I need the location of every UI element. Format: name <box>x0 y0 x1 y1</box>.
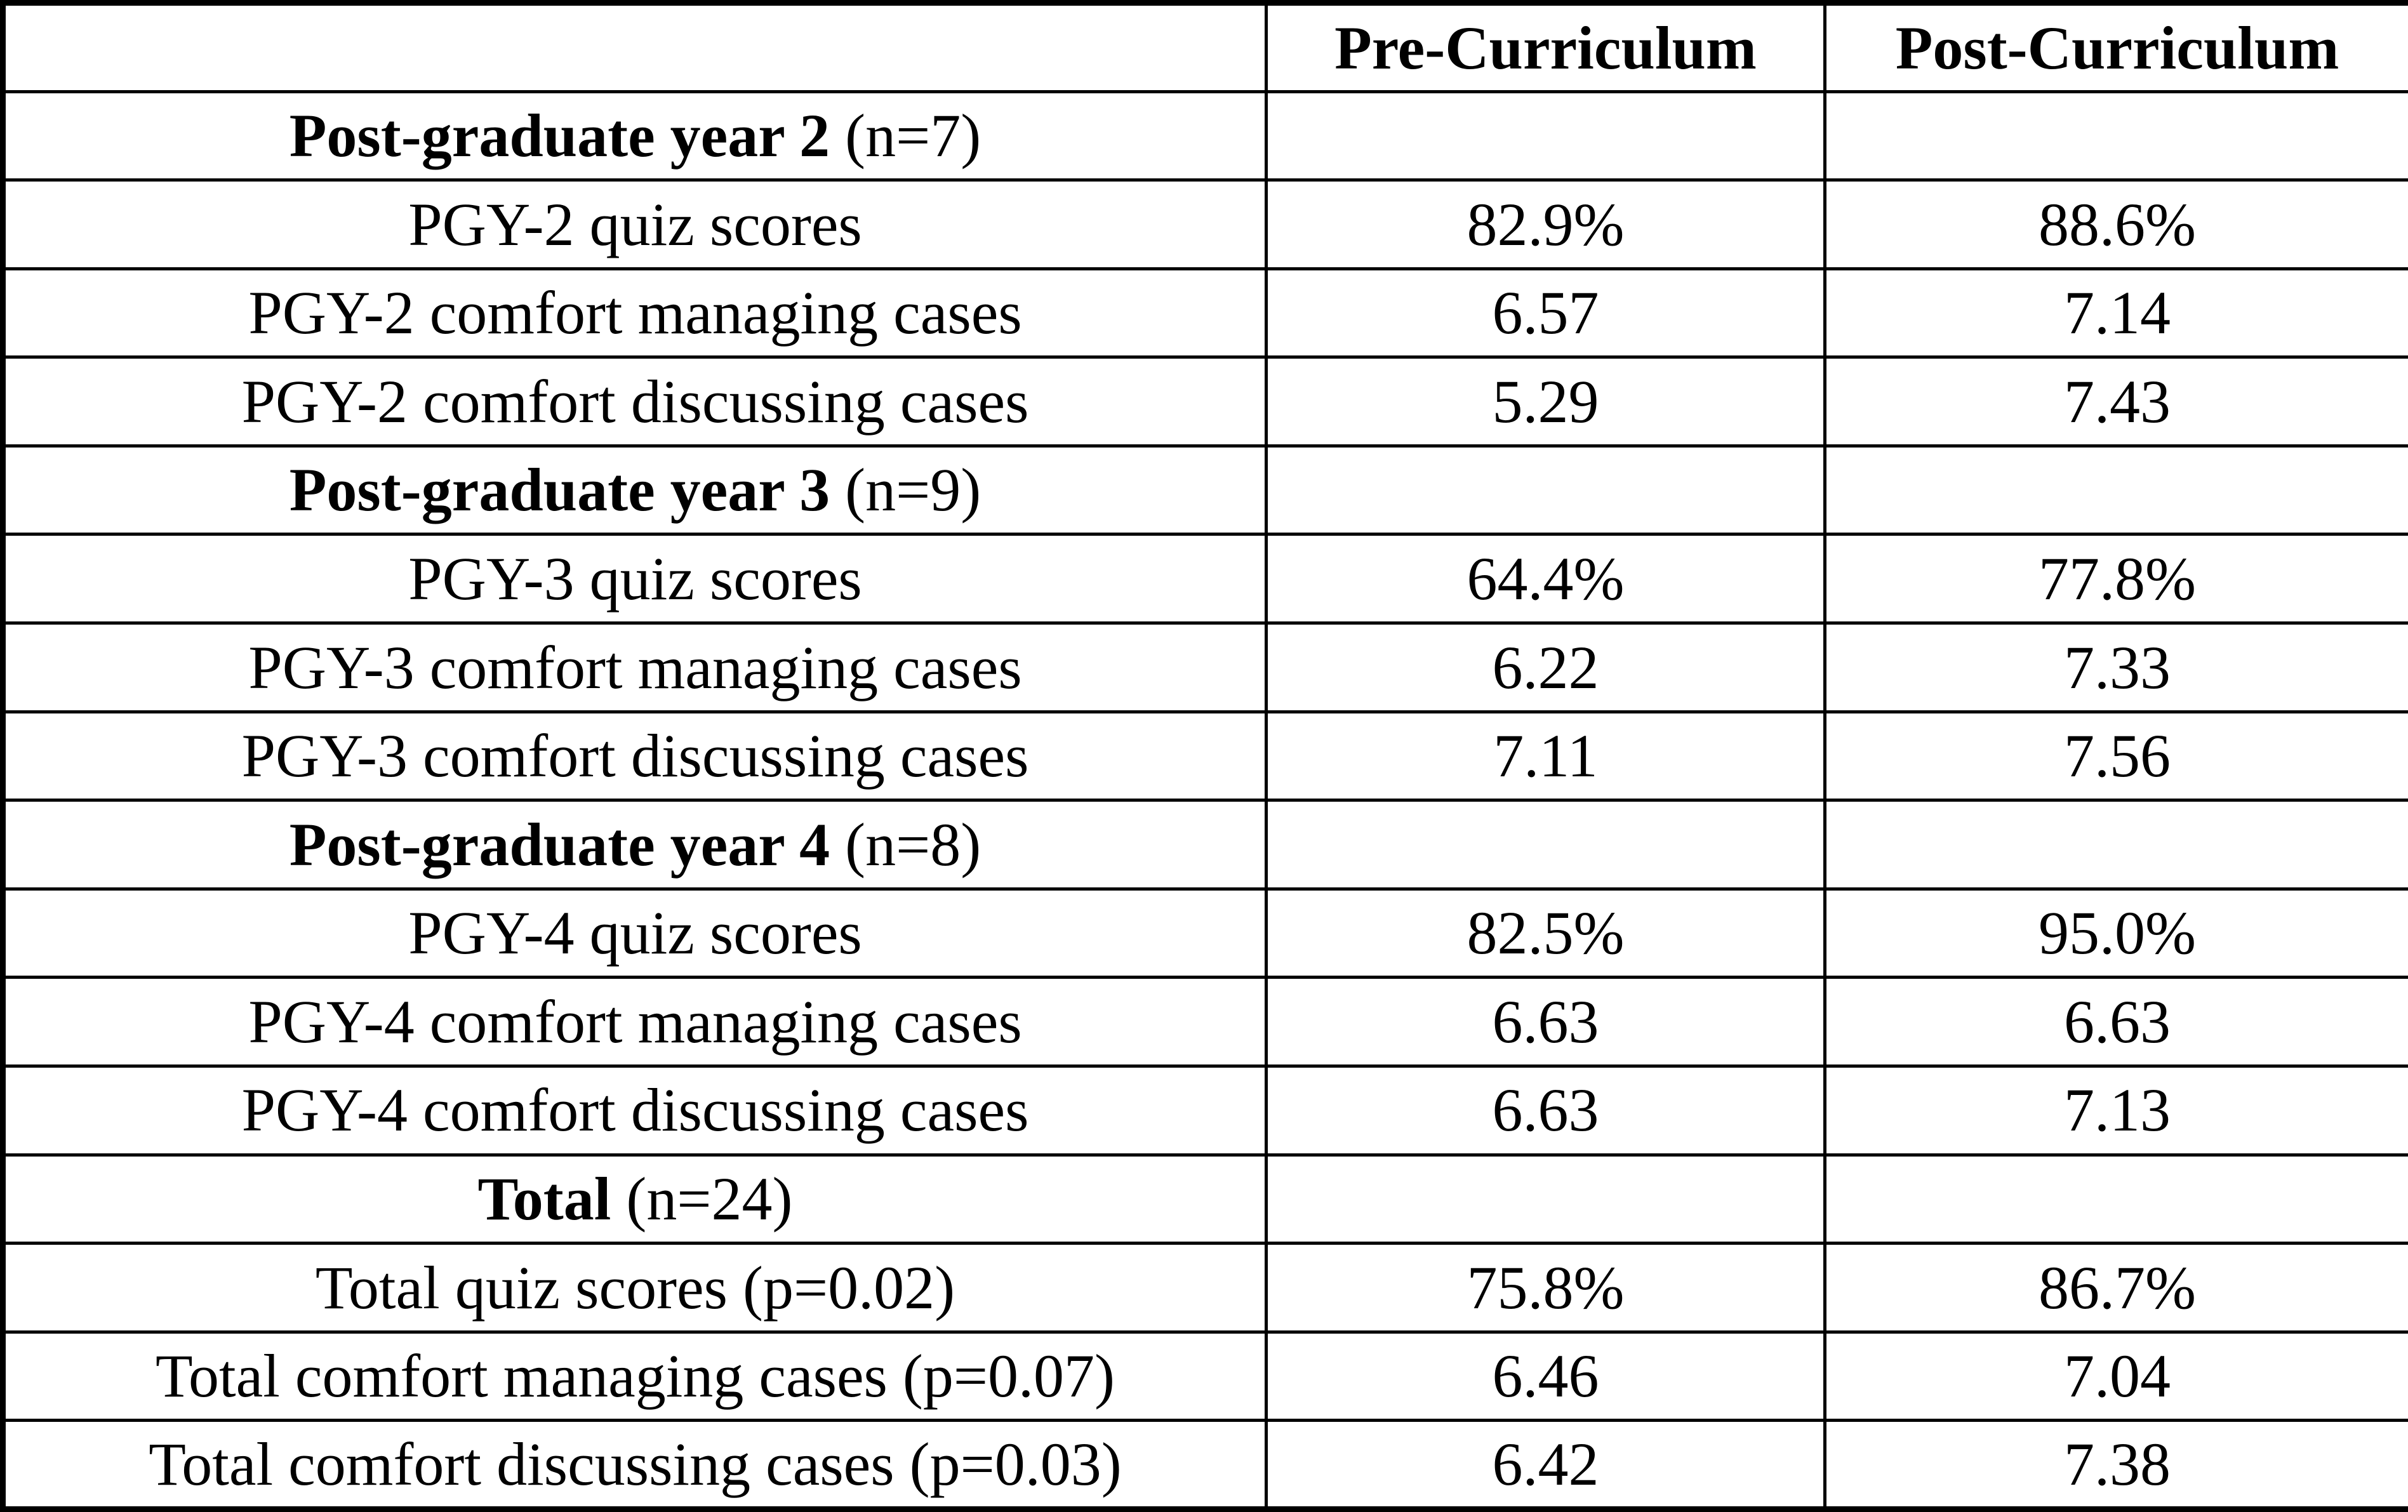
table-row: PGY-3 comfort managing cases 6.22 7.33 <box>1 621 2408 713</box>
empty-cell <box>1265 1153 1826 1245</box>
post-value: 7.04 <box>1823 1330 2408 1422</box>
post-value: 7.38 <box>1823 1419 2408 1511</box>
section-title-bold: Post-graduate year 3 <box>289 456 830 524</box>
empty-cell <box>1823 799 2408 891</box>
post-value: 95.0% <box>1823 887 2408 979</box>
column-header-pre-curriculum: Pre-Curriculum <box>1265 1 1826 93</box>
section-title-suffix: (n=8) <box>845 810 981 879</box>
empty-cell <box>1265 444 1826 536</box>
header-row: Pre-Curriculum Post-Curriculum <box>1 1 2408 93</box>
post-value: 7.14 <box>1823 267 2408 359</box>
section-title-suffix: (n=7) <box>845 102 981 170</box>
empty-cell <box>1823 1153 2408 1245</box>
row-label: Total comfort discussing cases (p=0.03) <box>1 1419 1268 1511</box>
row-label: Total comfort managing cases (p=0.07) <box>1 1330 1268 1422</box>
pre-value: 6.57 <box>1265 267 1826 359</box>
table-row: PGY-4 quiz scores 82.5% 95.0% <box>1 887 2408 979</box>
section-title-suffix: (n=24) <box>626 1165 793 1233</box>
pre-value: 64.4% <box>1265 533 1826 625</box>
post-value: 88.6% <box>1823 178 2408 270</box>
row-label: PGY-4 quiz scores <box>1 887 1268 979</box>
post-value: 7.43 <box>1823 355 2408 448</box>
row-label: PGY-2 quiz scores <box>1 178 1268 270</box>
pre-value: 75.8% <box>1265 1242 1826 1334</box>
table-row: PGY-4 comfort discussing cases 6.63 7.13 <box>1 1064 2408 1157</box>
row-label: PGY-4 comfort managing cases <box>1 976 1268 1068</box>
pre-value: 6.46 <box>1265 1330 1826 1422</box>
pre-value: 6.22 <box>1265 621 1826 713</box>
post-value: 7.56 <box>1823 710 2408 802</box>
column-header-post-curriculum: Post-Curriculum <box>1823 1 2408 93</box>
post-value: 7.33 <box>1823 621 2408 713</box>
section-title-bold: Post-graduate year 2 <box>289 102 830 170</box>
section-title-bold: Post-graduate year 4 <box>289 810 830 879</box>
empty-cell <box>1823 90 2408 182</box>
table-row: PGY-4 comfort managing cases 6.63 6.63 <box>1 976 2408 1068</box>
table-row: PGY-2 comfort managing cases 6.57 7.14 <box>1 267 2408 359</box>
pre-value: 5.29 <box>1265 355 1826 448</box>
table-row: Total comfort discussing cases (p=0.03) … <box>1 1419 2408 1511</box>
table-row: PGY-2 quiz scores 82.9% 88.6% <box>1 178 2408 270</box>
empty-cell <box>1823 444 2408 536</box>
section-title: Post-graduate year 2 (n=7) <box>1 90 1268 182</box>
pre-value: 82.9% <box>1265 178 1826 270</box>
row-label: PGY-3 comfort managing cases <box>1 621 1268 713</box>
row-label: Total quiz scores (p=0.02) <box>1 1242 1268 1334</box>
table-row: PGY-3 comfort discussing cases 7.11 7.56 <box>1 710 2408 802</box>
post-value: 7.13 <box>1823 1064 2408 1157</box>
row-label: PGY-3 comfort discussing cases <box>1 710 1268 802</box>
section-row-pgy2: Post-graduate year 2 (n=7) <box>1 90 2408 182</box>
section-row-pgy3: Post-graduate year 3 (n=9) <box>1 444 2408 536</box>
table-row: Total comfort managing cases (p=0.07) 6.… <box>1 1330 2408 1422</box>
section-title: Post-graduate year 4 (n=8) <box>1 799 1268 891</box>
post-value: 86.7% <box>1823 1242 2408 1334</box>
column-header-blank <box>1 1 1268 93</box>
table-row: PGY-2 comfort discussing cases 5.29 7.43 <box>1 355 2408 448</box>
row-label: PGY-2 comfort managing cases <box>1 267 1268 359</box>
pre-value: 82.5% <box>1265 887 1826 979</box>
section-row-pgy4: Post-graduate year 4 (n=8) <box>1 799 2408 891</box>
table-row: Total quiz scores (p=0.02) 75.8% 86.7% <box>1 1242 2408 1334</box>
post-value: 77.8% <box>1823 533 2408 625</box>
section-title: Total (n=24) <box>1 1153 1268 1245</box>
row-label: PGY-3 quiz scores <box>1 533 1268 625</box>
pre-value: 6.63 <box>1265 976 1826 1068</box>
row-label: PGY-4 comfort discussing cases <box>1 1064 1268 1157</box>
empty-cell <box>1265 799 1826 891</box>
section-title-bold: Total <box>477 1165 611 1233</box>
post-value: 6.63 <box>1823 976 2408 1068</box>
section-row-total: Total (n=24) <box>1 1153 2408 1245</box>
empty-cell <box>1265 90 1826 182</box>
section-title: Post-graduate year 3 (n=9) <box>1 444 1268 536</box>
pre-value: 7.11 <box>1265 710 1826 802</box>
pre-value: 6.63 <box>1265 1064 1826 1157</box>
table-row: PGY-3 quiz scores 64.4% 77.8% <box>1 533 2408 625</box>
section-title-suffix: (n=9) <box>845 456 981 524</box>
row-label: PGY-2 comfort discussing cases <box>1 355 1268 448</box>
pre-value: 6.42 <box>1265 1419 1826 1511</box>
